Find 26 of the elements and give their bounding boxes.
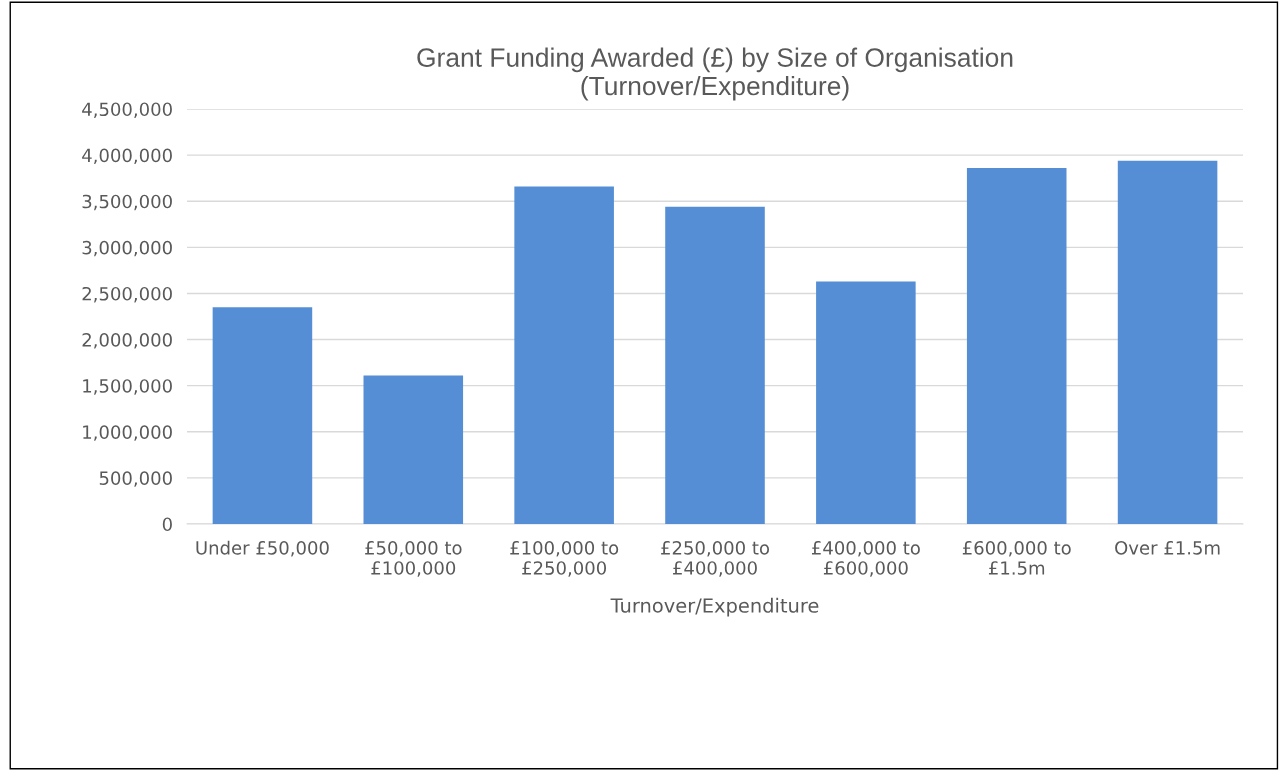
x-tick-label: £400,000 to £600,000 [811,540,920,577]
chart-title: Grant Funding Awarded (£) by Size of Organisation (Turnover/Expenditure) [417,47,1013,101]
y-tick-label: 1,500,000 [83,379,172,395]
y-tick-label: 1,000,000 [83,425,172,441]
bar [514,186,614,524]
y-tick-label: 4,500,000 [82,102,172,118]
x-tick-label: £600,000 to £1.5m [962,540,1071,575]
x-tick-label: £100,000 to £250,000 [510,540,619,577]
bar [966,168,1067,524]
y-tick-label: 3,000,000 [82,240,172,257]
x-axis-title: Turnover/Expenditure [610,597,819,617]
y-tick-label: 2,000,000 [82,333,172,349]
x-tick-label: Over £1.5m [1115,540,1220,555]
y-tick-label: 4,000,000 [82,148,172,165]
y-tick-label: 500,000 [99,471,172,487]
bar [816,281,916,524]
y-tick-label: 3,500,000 [82,194,172,211]
y-tick-label: 0 [162,517,172,532]
bar [212,307,313,524]
x-tick-label: Under £50,000 [196,540,329,557]
x-tick-label: £250,000 to £400,000 [661,540,770,577]
bar [1117,160,1218,524]
x-tick-label: £50,000 to £100,000 [365,540,462,577]
bar [665,206,765,524]
y-tick-label: 2,500,000 [82,286,172,303]
bar [363,375,464,524]
